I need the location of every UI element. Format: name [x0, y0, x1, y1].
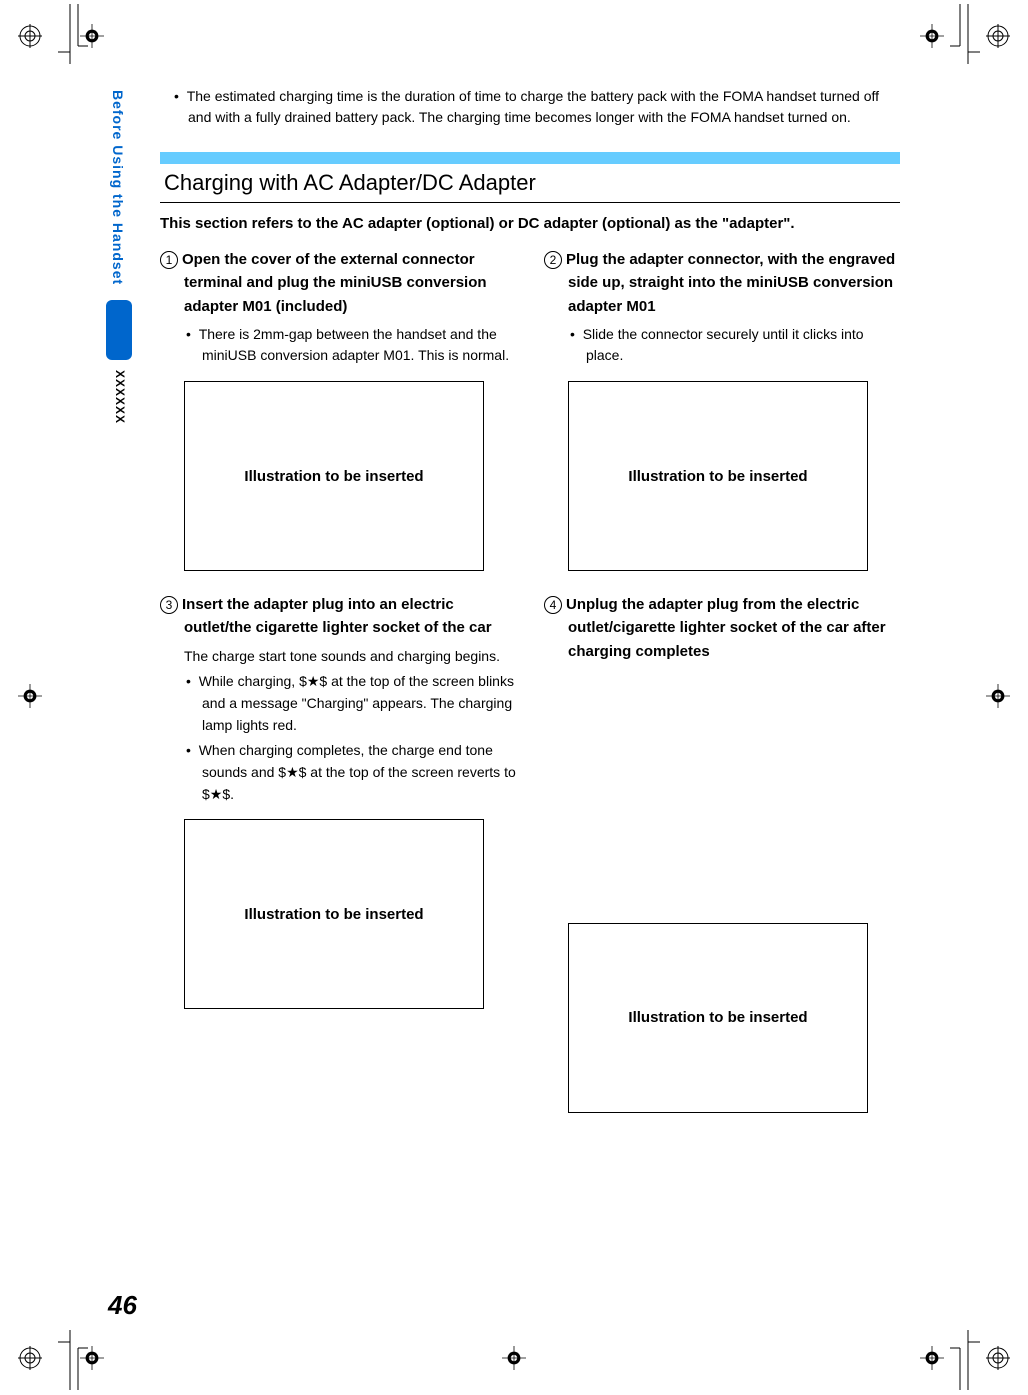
section-subtitle: This section refers to the AC adapter (o… — [160, 213, 900, 234]
step-3-illustration: Illustration to be inserted — [184, 819, 484, 1009]
step-3-bullet-1: • When charging completes, the charge en… — [160, 740, 516, 805]
steps-grid: 1Open the cover of the external connecto… — [160, 248, 900, 1125]
crop-mark-bl — [58, 1330, 88, 1390]
step-2-number: 2 — [544, 251, 562, 269]
intro-note-text: The estimated charging time is the durat… — [187, 88, 879, 125]
reg-mark-bl-outer — [18, 1346, 42, 1370]
step-3: 3Insert the adapter plug into an electri… — [160, 593, 516, 1125]
step-4-head: Unplug the adapter plug from the electri… — [566, 596, 886, 660]
step-3-body: The charge start tone sounds and chargin… — [160, 646, 516, 668]
reg-mark-tr-inner — [920, 24, 944, 48]
step-2-bullet-0: • Slide the connector securely until it … — [544, 324, 900, 367]
step-1-illustration: Illustration to be inserted — [184, 381, 484, 571]
reg-mark-mr — [986, 684, 1010, 708]
step-4: 4Unplug the adapter plug from the electr… — [544, 593, 900, 1125]
sidebar-placeholder-x: XXXXXX — [113, 370, 127, 424]
step-2: 2Plug the adapter connector, with the en… — [544, 248, 900, 583]
page-number: 46 — [108, 1290, 137, 1321]
section-highlight-bar — [160, 152, 900, 164]
reg-mark-br-outer — [986, 1346, 1010, 1370]
step-1-number: 1 — [160, 251, 178, 269]
step-3-bullet-0: • While charging, $★$ at the top of the … — [160, 671, 516, 736]
page-content: • The estimated charging time is the dur… — [160, 86, 900, 1125]
reg-mark-tr-outer — [986, 24, 1010, 48]
step-4-number: 4 — [544, 596, 562, 614]
step-1-bullet-0: • There is 2mm-gap between the handset a… — [160, 324, 516, 367]
intro-note: • The estimated charging time is the dur… — [160, 86, 900, 128]
section-title: Charging with AC Adapter/DC Adapter — [160, 164, 900, 203]
crop-mark-br — [950, 1330, 980, 1390]
step-2-illustration: Illustration to be inserted — [568, 381, 868, 571]
step-3-head: Insert the adapter plug into an electric… — [182, 596, 492, 636]
sidebar-section-label: Before Using the Handset — [110, 90, 140, 290]
step-4-illustration: Illustration to be inserted — [568, 923, 868, 1113]
step-1-head: Open the cover of the external connector… — [182, 251, 487, 315]
step-3-number: 3 — [160, 596, 178, 614]
reg-mark-tl-outer — [18, 24, 42, 48]
crop-mark-tr — [950, 4, 980, 64]
crop-mark-tl — [58, 4, 88, 64]
step-1: 1Open the cover of the external connecto… — [160, 248, 516, 583]
reg-mark-ml — [18, 684, 42, 708]
sidebar-label-text: Before Using the Handset — [110, 90, 126, 285]
sidebar-thumb-chip — [106, 300, 132, 360]
reg-mark-mb — [502, 1346, 526, 1370]
reg-mark-br-inner — [920, 1346, 944, 1370]
step-2-head: Plug the adapter connector, with the eng… — [566, 251, 895, 315]
